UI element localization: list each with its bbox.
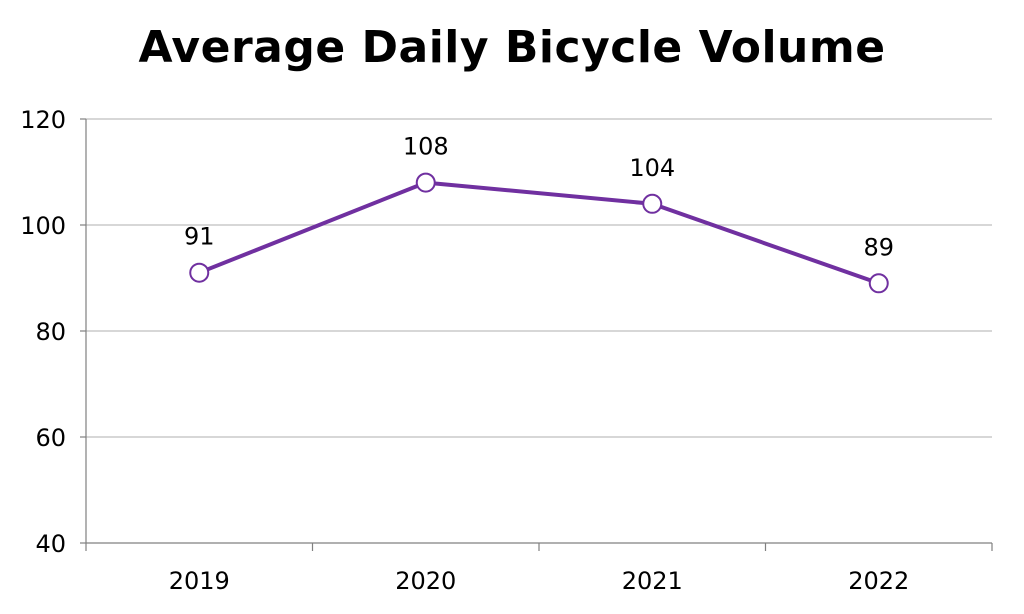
data-point-marker <box>415 172 436 193</box>
series-line <box>198 180 880 286</box>
series-line-path <box>198 180 880 286</box>
axes <box>80 118 993 551</box>
y-tick-label: 60 <box>35 424 66 452</box>
gridlines <box>86 118 992 438</box>
data-label: 91 <box>184 223 215 251</box>
y-tick-label: 80 <box>35 318 66 346</box>
x-tick-label: 2019 <box>169 567 230 595</box>
x-tick-label: 2021 <box>622 567 683 595</box>
data-labels: 91 108 104 89 <box>184 133 894 262</box>
data-point-marker <box>189 262 210 283</box>
y-tick-label: 120 <box>20 106 66 134</box>
data-point-marker <box>868 273 889 294</box>
x-tick-label: 2022 <box>848 567 909 595</box>
data-label: 104 <box>629 154 675 182</box>
data-markers <box>189 172 889 294</box>
x-tick-labels: 2019 2020 2021 2022 <box>169 567 910 595</box>
y-tick-labels: 40 60 80 100 120 <box>20 106 66 558</box>
data-point-marker <box>642 193 663 214</box>
y-tick-label: 100 <box>20 212 66 240</box>
x-tick-label: 2020 <box>395 567 456 595</box>
data-label: 108 <box>403 133 449 161</box>
y-tick-label: 40 <box>35 530 66 558</box>
data-label: 89 <box>863 233 894 261</box>
chart-title: Average Daily Bicycle Volume <box>138 22 886 73</box>
